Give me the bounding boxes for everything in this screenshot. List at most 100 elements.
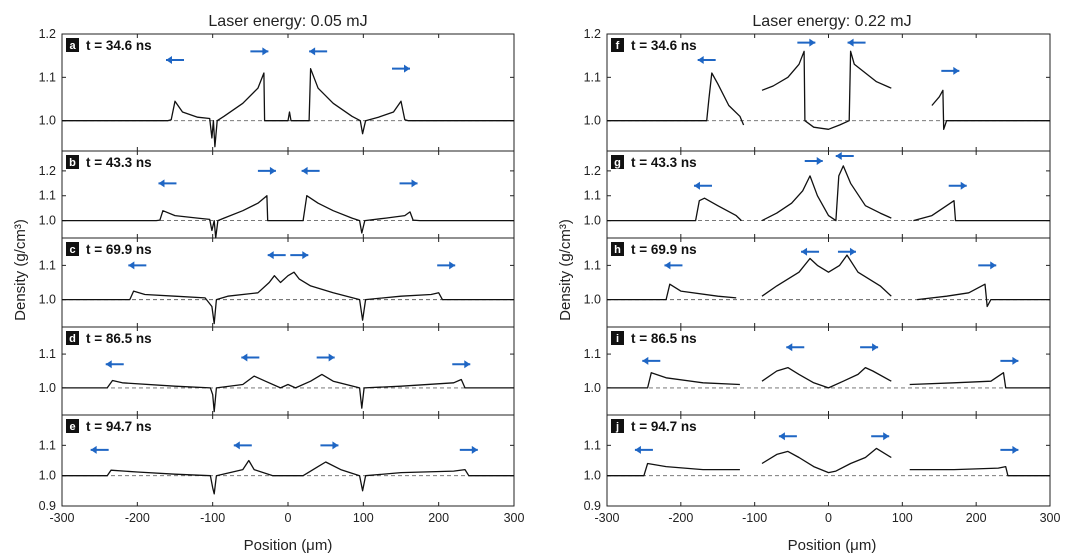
panel-time-label: t = 34.6 ns [631, 38, 697, 53]
panel-letter: i [616, 333, 619, 345]
y-tick-label: 1.1 [584, 258, 601, 272]
y-tick-label: 1.1 [584, 70, 601, 84]
panel-time-label: t = 94.7 ns [631, 419, 697, 434]
y-tick-label: 1.0 [584, 469, 601, 483]
density-trace [909, 465, 1050, 477]
x-tick-label: 0 [285, 511, 292, 525]
density-trace [62, 459, 514, 495]
arrow-left-icon [693, 181, 712, 190]
panel-letter-badge [66, 419, 79, 433]
arrow-left-icon [267, 251, 286, 260]
density-trace [913, 200, 1050, 222]
density-trace [761, 165, 892, 222]
arrow-left-icon [847, 38, 866, 47]
left-x-axis-label: Position (μm) [244, 537, 333, 554]
panel-letter-badge [611, 38, 624, 52]
y-tick-label: 1.2 [39, 27, 56, 41]
arrow-right-icon [459, 445, 478, 454]
y-tick-label: 1.1 [584, 189, 601, 203]
x-tick-label: -300 [594, 511, 619, 525]
y-tick-label: 1.1 [39, 189, 56, 203]
x-tick-label: -200 [125, 511, 150, 525]
y-tick-label: 1.2 [39, 164, 56, 178]
arrow-left-icon [233, 441, 252, 450]
panel-letter: e [69, 421, 75, 433]
panel-g: 1.0 1.1 1.2 g t = 43.3 ns [584, 150, 1051, 239]
arrow-left-icon [128, 261, 147, 270]
y-tick-label: 1.1 [584, 347, 601, 361]
panel-e: 0.9 1.0 1.1 e t = 94.7 ns -300 -200 -100 0 100 200… [39, 414, 525, 525]
arrow-left-icon [105, 360, 124, 369]
arrow-right-icon [437, 261, 456, 270]
right-chart: 1.0 1.1 1.2 f t = 34.6 ns 1.0 1.1 1.2 g t = 43.3 … [584, 27, 1061, 525]
arrow-left-icon [158, 179, 177, 188]
density-trace [607, 197, 742, 222]
panel-time-label: t = 94.7 ns [86, 419, 152, 434]
panel-letter: c [69, 244, 75, 256]
panel-h: 1.0 1.1 h t = 69.9 ns [584, 237, 1051, 328]
panel-b: 1.0 1.1 1.2 b t = 43.3 ns [39, 150, 515, 239]
y-tick-label: 0.9 [584, 499, 601, 513]
arrow-right-icon [1000, 445, 1019, 454]
panel-time-label: t = 69.9 ns [631, 242, 697, 257]
y-tick-label: 1.1 [584, 438, 601, 452]
arrow-right-icon [290, 251, 309, 260]
arrow-right-icon [257, 166, 276, 175]
arrow-left-icon [786, 343, 805, 352]
arrow-left-icon [642, 356, 661, 365]
plot-area: 1.0 1.1 1.2 a t = 34.6 ns 1.0 1.1 1.2 b t = 43.3 … [39, 27, 1061, 525]
arrow-right-icon [452, 360, 471, 369]
x-tick-label: 200 [428, 511, 449, 525]
panel-letter-badge [66, 155, 79, 169]
arrow-left-icon [697, 56, 716, 64]
density-trace [761, 447, 892, 474]
arrow-left-icon [90, 445, 109, 454]
x-tick-label: -100 [742, 511, 767, 525]
arrow-right-icon [797, 38, 816, 47]
x-tick-label: 200 [966, 511, 987, 525]
panel-letter: a [69, 40, 76, 52]
density-trace [607, 283, 737, 301]
y-tick-label: 1.2 [584, 164, 601, 178]
y-tick-label: 1.1 [39, 258, 56, 272]
y-tick-label: 1.2 [584, 27, 601, 41]
density-trace [62, 195, 514, 239]
panel-letter: b [69, 157, 76, 169]
density-trace [62, 373, 514, 413]
density-trace [909, 372, 1050, 389]
panel-letter: g [614, 157, 621, 169]
panel-letter: h [614, 244, 621, 256]
panel-time-label: t = 34.6 ns [86, 38, 152, 53]
arrow-right-icon [871, 432, 890, 441]
arrow-right-icon [804, 156, 823, 165]
density-trace [607, 72, 745, 126]
x-tick-label: -100 [200, 511, 225, 525]
arrow-left-icon [835, 151, 854, 160]
y-tick-label: 1.0 [39, 469, 56, 483]
panel-time-label: t = 86.5 ns [86, 331, 152, 346]
y-tick-label: 1.0 [39, 381, 56, 395]
density-trace [917, 283, 1050, 308]
x-tick-label: 300 [1040, 511, 1061, 525]
arrow-right-icon [948, 181, 967, 190]
panel-time-label: t = 43.3 ns [631, 155, 697, 170]
panel-d: 1.0 1.1 d t = 86.5 ns [39, 326, 515, 416]
y-tick-label: 1.1 [39, 438, 56, 452]
arrow-right-icon [399, 179, 418, 188]
x-tick-label: 0 [825, 511, 832, 525]
arrow-right-icon [978, 261, 997, 270]
y-tick-label: 0.9 [39, 499, 56, 513]
panel-time-label: t = 69.9 ns [86, 242, 152, 257]
panel-letter-badge [66, 331, 79, 345]
panel-letter-badge [611, 331, 624, 345]
x-tick-label: 300 [504, 511, 525, 525]
panel-j: 0.9 1.0 1.1 j t = 94.7 ns -300 -200 -100 0 100 200… [584, 414, 1061, 525]
panel-letter: d [69, 333, 76, 345]
arrow-left-icon [241, 353, 260, 362]
y-tick-label: 1.0 [39, 114, 56, 128]
y-tick-label: 1.0 [39, 214, 56, 228]
density-trace [607, 462, 740, 477]
panel-time-label: t = 43.3 ns [86, 155, 152, 170]
density-trace [761, 254, 892, 297]
